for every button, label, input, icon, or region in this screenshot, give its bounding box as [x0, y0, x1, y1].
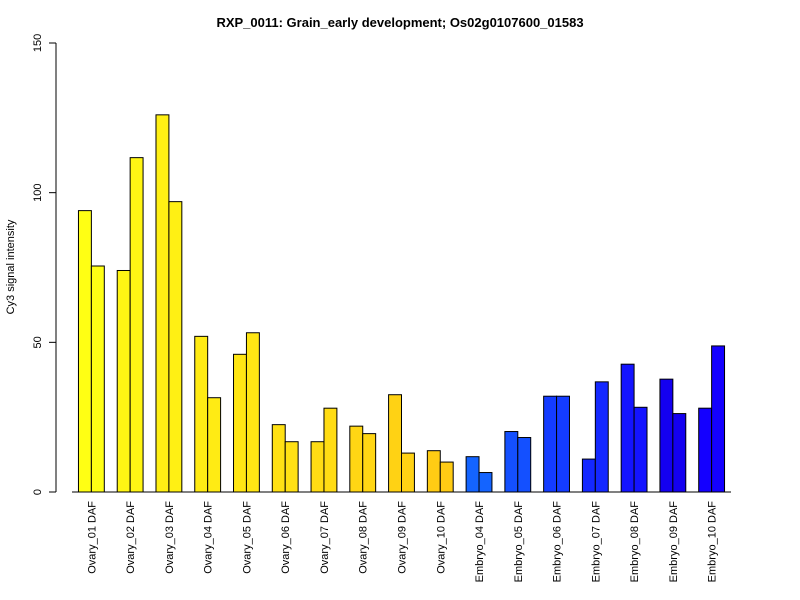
bar: [659, 378, 674, 493]
bar: [194, 335, 209, 493]
x-tick-label: Ovary_03 DAF: [164, 501, 176, 574]
bar: [633, 406, 648, 493]
bars: [77, 114, 726, 493]
bar: [581, 458, 596, 493]
bar: [594, 381, 609, 493]
bar: [465, 456, 480, 493]
bar: [129, 157, 144, 493]
x-tick-label: Ovary_09 DAF: [397, 501, 409, 574]
x-tick-label: Embryo_07 DAF: [590, 501, 602, 583]
x-tick-label: Embryo_04 DAF: [474, 501, 486, 583]
x-tick-label: Embryo_08 DAF: [629, 501, 641, 583]
bar: [362, 433, 377, 493]
bar: [620, 363, 635, 493]
bar: [426, 450, 441, 493]
x-tick-label: Ovary_02 DAF: [125, 501, 137, 574]
y-tick-label: 100: [32, 183, 44, 201]
y-axis: 0 50 100 150: [32, 34, 57, 495]
bar: [245, 332, 260, 493]
chart-title: RXP_0011: Grain_early development; Os02g…: [216, 15, 583, 30]
y-tick-label: 150: [32, 34, 44, 52]
x-tick-label: Ovary_10 DAF: [435, 501, 447, 574]
x-tick-label: Embryo_09 DAF: [668, 501, 680, 583]
bar: [90, 265, 105, 493]
y-tick-label: 0: [32, 489, 44, 495]
x-tick-label: Ovary_07 DAF: [319, 501, 331, 574]
bar: [116, 269, 131, 493]
bar: [543, 395, 558, 493]
x-tick-label: Ovary_05 DAF: [241, 501, 253, 574]
bar: [556, 395, 570, 493]
y-axis-label: Cy3 signal intensity: [5, 219, 17, 314]
bar: [323, 407, 338, 493]
bar: [207, 397, 222, 493]
bar: [698, 407, 713, 493]
x-tick-label: Ovary_06 DAF: [280, 501, 292, 574]
x-tick-label: Ovary_01 DAF: [86, 501, 98, 574]
x-tick-label: Embryo_10 DAF: [707, 501, 719, 583]
x-tick-label: Ovary_08 DAF: [358, 501, 370, 574]
y-tick-label: 50: [32, 336, 44, 348]
bar: [478, 472, 493, 493]
bar: [310, 441, 325, 493]
bar: [349, 425, 364, 493]
bar: [711, 345, 726, 493]
bar: [271, 424, 286, 493]
x-tick-label: Ovary_04 DAF: [203, 501, 215, 574]
x-tick-label: Embryo_06 DAF: [552, 501, 564, 583]
bar: [672, 413, 687, 493]
bar: [233, 353, 247, 493]
bar: [168, 201, 183, 493]
bar: [77, 210, 92, 493]
bar: [401, 452, 415, 493]
x-tick-label: Embryo_05 DAF: [513, 501, 525, 583]
x-axis: Ovary_01 DAF Ovary_02 DAF Ovary_03 DAF Ovar…: [72, 491, 731, 583]
bar: [284, 441, 299, 493]
bar: [517, 437, 532, 493]
bar: [504, 431, 519, 493]
bar: [388, 394, 402, 493]
bar: [439, 461, 454, 493]
bar: [155, 114, 170, 493]
